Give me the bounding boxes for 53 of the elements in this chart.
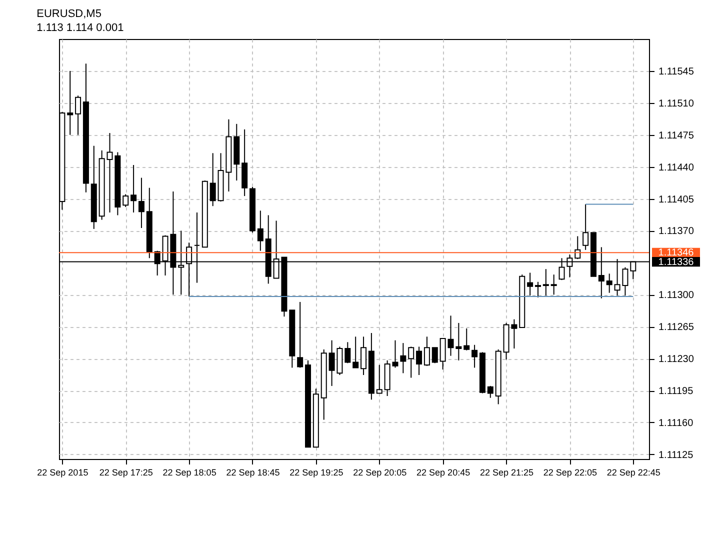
candlestick bbox=[456, 322, 462, 361]
x-tick-label: 22 Sep 20:45 bbox=[416, 468, 470, 478]
candlestick bbox=[130, 164, 137, 213]
candlestick bbox=[550, 274, 557, 296]
candlestick bbox=[138, 177, 144, 228]
x-tick-label: 22 Sep 2015 bbox=[37, 468, 88, 478]
candlestick bbox=[606, 273, 612, 294]
candlestick bbox=[210, 152, 216, 207]
candlestick bbox=[464, 328, 470, 351]
x-tick-label: 22 Sep 22:45 bbox=[606, 468, 660, 478]
candlestick bbox=[408, 346, 414, 378]
chart-title: EURUSD,M5 bbox=[36, 8, 102, 20]
ref-line-label: 1.11346 bbox=[658, 248, 694, 259]
y-tick-label: 1.11125 bbox=[658, 450, 694, 461]
x-tick-label: 22 Sep 20:05 bbox=[353, 468, 407, 478]
candlestick bbox=[122, 194, 129, 208]
candlestick bbox=[67, 70, 74, 136]
y-tick-label: 1.11160 bbox=[658, 418, 694, 429]
candlestick bbox=[534, 281, 541, 298]
y-tick-label: 1.11370 bbox=[658, 226, 694, 238]
x-tick-label: 22 Sep 18:45 bbox=[226, 468, 280, 478]
candlestick bbox=[400, 342, 406, 374]
x-tick-label: 22 Sep 17:25 bbox=[99, 468, 153, 478]
ref-line-label: 1.11336 bbox=[658, 256, 694, 268]
y-tick-label: 1.11300 bbox=[658, 290, 694, 302]
y-tick-label: 1.11265 bbox=[658, 322, 694, 334]
candlestick bbox=[360, 336, 367, 376]
x-tick-label: 22 Sep 19:25 bbox=[290, 468, 344, 478]
candlestick bbox=[424, 336, 430, 366]
y-tick-label: 1.11405 bbox=[658, 194, 694, 206]
candlestick bbox=[376, 364, 382, 394]
candlestick bbox=[352, 336, 359, 368]
chart-subtitle: 1.113 1.114 0.001 bbox=[36, 22, 124, 34]
candlestick bbox=[432, 347, 438, 364]
candlestick bbox=[344, 342, 351, 364]
x-tick-label: 22 Sep 21:25 bbox=[480, 468, 534, 478]
candlestick bbox=[487, 385, 494, 398]
x-tick-label: 22 Sep 18:05 bbox=[162, 468, 216, 478]
x-tick-label: 22 Sep 22:05 bbox=[543, 468, 597, 478]
y-tick-label: 1.11475 bbox=[658, 130, 694, 142]
candlestick bbox=[542, 268, 549, 296]
candlestick bbox=[75, 95, 82, 136]
y-tick-label: 1.11195 bbox=[658, 386, 694, 398]
candlestick bbox=[297, 301, 304, 368]
y-tick-label: 1.11545 bbox=[658, 66, 694, 78]
candlestick bbox=[527, 272, 534, 296]
y-tick-label: 1.11230 bbox=[658, 354, 694, 366]
y-tick-label: 1.11440 bbox=[658, 162, 694, 174]
candlestick bbox=[416, 346, 422, 376]
candlestick bbox=[257, 210, 264, 252]
y-tick-label: 1.11510 bbox=[658, 98, 694, 110]
candlestick bbox=[582, 204, 589, 250]
candlestick bbox=[472, 344, 478, 368]
